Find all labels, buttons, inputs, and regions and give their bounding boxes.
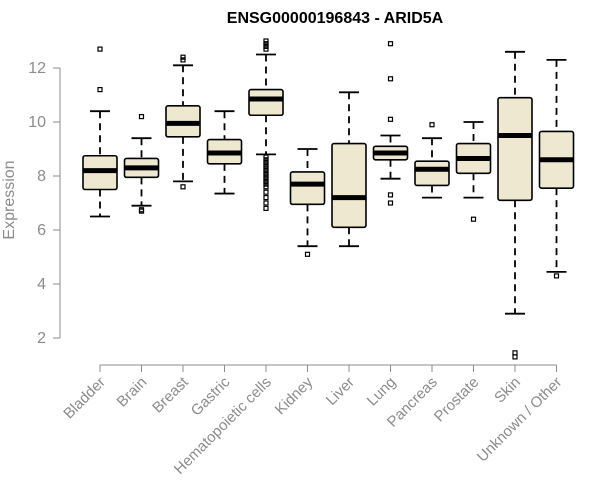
y-axis-label: Expression	[1, 160, 18, 239]
outlier-point	[180, 54, 186, 60]
box-group	[538, 59, 575, 279]
x-tick-label: Breast	[149, 373, 192, 416]
outlier-point	[263, 176, 269, 182]
chart-title: ENSG00000196843 - ARID5A	[227, 10, 444, 27]
x-tick-label: Lung	[364, 374, 400, 410]
outlier-point	[304, 251, 311, 257]
iqr-box	[414, 160, 450, 187]
y-tick-label: 12	[28, 60, 46, 77]
outlier-point	[263, 165, 269, 171]
box-group	[455, 121, 492, 222]
iqr-box	[497, 96, 533, 202]
outlier-point	[263, 159, 269, 166]
box-group	[206, 110, 243, 195]
y-tick-label: 10	[28, 114, 46, 131]
outlier-point	[263, 181, 269, 187]
outlier-point	[263, 178, 269, 184]
outlier-point	[387, 76, 394, 82]
outlier-point	[263, 170, 269, 176]
outlier-point	[97, 46, 103, 52]
x-tick-label: Prostate	[431, 374, 483, 426]
outlier-point	[512, 354, 518, 360]
outlier-point	[263, 173, 269, 179]
outlier-point	[138, 113, 145, 120]
outlier-point	[263, 41, 269, 47]
box-group	[123, 113, 160, 214]
outlier-point	[263, 189, 269, 195]
outlier-point	[263, 157, 269, 163]
outlier-point	[263, 200, 269, 206]
x-tick-label: Skin	[491, 374, 524, 407]
outlier-point	[263, 195, 269, 201]
box-group	[289, 148, 326, 257]
iqr-box	[289, 171, 326, 206]
boxes-group	[82, 38, 575, 360]
outlier-point	[138, 208, 145, 214]
iqr-box	[248, 88, 284, 117]
y-tick-label: 6	[37, 222, 46, 239]
box-group	[497, 50, 533, 360]
y-axis: 2 4 6 8 10 12	[28, 60, 61, 347]
outlier-point	[263, 43, 269, 50]
outlier-point	[180, 57, 186, 63]
outlier-point	[263, 168, 269, 174]
outlier-point	[387, 200, 394, 206]
outlier-point	[97, 86, 103, 93]
x-tick-label: Brain	[114, 374, 151, 411]
box-group	[82, 46, 118, 218]
box-group	[248, 38, 284, 211]
outlier-point	[470, 216, 477, 222]
outlier-point	[263, 46, 269, 52]
outlier-point	[512, 350, 518, 356]
y-tick-label: 4	[37, 276, 46, 293]
outlier-point	[387, 192, 394, 198]
outlier-point	[263, 154, 269, 160]
outlier-point	[263, 205, 269, 211]
outlier-point	[263, 162, 269, 168]
y-tick-label: 2	[37, 330, 46, 347]
iqr-box	[331, 142, 367, 229]
box-group	[372, 41, 409, 206]
box-group	[331, 91, 367, 248]
outlier-point	[263, 38, 269, 44]
outlier-point	[429, 122, 435, 128]
outlier-point	[138, 207, 145, 213]
x-tick-label: Liver	[323, 374, 358, 409]
outlier-point	[180, 184, 186, 190]
box-group	[165, 54, 201, 190]
outlier-point	[387, 41, 394, 47]
outlier-point	[263, 184, 269, 190]
x-tick-label: Bladder	[60, 374, 109, 423]
y-tick-label: 8	[37, 168, 46, 185]
box-group	[414, 122, 450, 199]
outlier-point	[553, 273, 560, 279]
outlier-point	[387, 116, 394, 122]
x-tick-label: Kidney	[272, 373, 317, 418]
